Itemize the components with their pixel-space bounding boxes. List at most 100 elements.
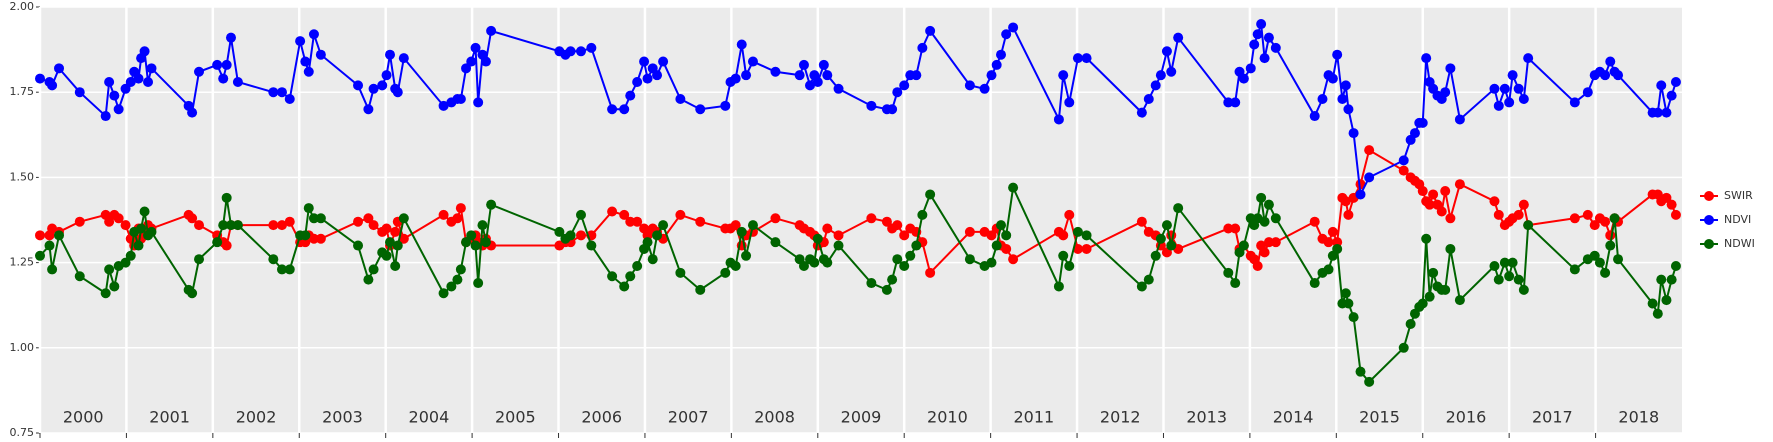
point	[1523, 220, 1534, 231]
point	[632, 261, 643, 272]
point	[695, 284, 706, 295]
point	[232, 220, 243, 231]
point	[486, 25, 497, 36]
point	[104, 76, 115, 87]
point	[991, 240, 1002, 251]
point	[1605, 56, 1616, 67]
point	[473, 278, 484, 289]
point	[1173, 32, 1184, 43]
legend-label: NDVI	[1724, 213, 1751, 226]
point	[1155, 233, 1166, 244]
point	[720, 267, 731, 278]
point	[438, 288, 449, 299]
point	[770, 66, 781, 77]
point	[887, 104, 898, 115]
point	[1332, 49, 1343, 60]
point	[1428, 189, 1439, 200]
point	[1518, 94, 1529, 105]
point	[1609, 213, 1620, 224]
point	[295, 36, 306, 47]
point	[1309, 216, 1320, 227]
point	[392, 87, 403, 98]
x-tick-label: 2018	[1618, 408, 1659, 427]
point	[194, 66, 205, 77]
point	[575, 209, 586, 220]
point	[1072, 243, 1083, 254]
point	[232, 76, 243, 87]
y-tick-label: 2.00	[10, 0, 35, 13]
point	[747, 56, 758, 67]
point	[642, 237, 653, 248]
point	[381, 250, 392, 261]
point	[1309, 278, 1320, 289]
point	[363, 274, 374, 285]
point	[1569, 264, 1580, 275]
point	[284, 94, 295, 105]
point	[917, 209, 928, 220]
point	[477, 220, 488, 231]
point	[1513, 274, 1524, 285]
point	[470, 240, 481, 251]
point	[607, 206, 618, 217]
point	[1569, 213, 1580, 224]
point	[1256, 19, 1267, 30]
point	[221, 192, 232, 203]
point	[1150, 250, 1161, 261]
point	[461, 237, 472, 248]
point	[632, 216, 643, 227]
point	[353, 216, 364, 227]
point	[639, 56, 650, 67]
y-tick-label: 1.25	[10, 256, 35, 269]
point	[455, 203, 466, 214]
point	[125, 250, 136, 261]
x-tick-label: 2010	[927, 408, 968, 427]
point	[1155, 70, 1166, 81]
point	[446, 281, 457, 292]
point	[1161, 46, 1172, 57]
point	[385, 237, 396, 248]
point	[925, 267, 936, 278]
x-tick-label: 2015	[1359, 408, 1400, 427]
point	[455, 264, 466, 275]
point	[675, 94, 686, 105]
point	[385, 49, 396, 60]
point	[809, 257, 820, 268]
point	[986, 230, 997, 241]
point	[187, 288, 198, 299]
point	[308, 233, 319, 244]
point	[1081, 53, 1092, 64]
point	[438, 209, 449, 220]
point	[47, 264, 58, 275]
point	[35, 73, 45, 84]
point	[720, 100, 731, 111]
point	[1001, 29, 1012, 40]
point	[1238, 240, 1249, 251]
point	[911, 240, 922, 251]
point	[368, 220, 379, 231]
point	[1064, 209, 1075, 220]
point	[303, 203, 314, 214]
point	[833, 83, 844, 94]
point	[866, 278, 877, 289]
point	[136, 223, 147, 234]
point	[74, 216, 85, 227]
point	[303, 66, 314, 77]
point	[1518, 284, 1529, 295]
point	[133, 73, 144, 84]
point	[619, 281, 630, 292]
point	[1661, 107, 1672, 118]
point	[466, 56, 477, 67]
x-tick-label: 2016	[1446, 408, 1487, 427]
point	[1001, 243, 1012, 254]
point	[1270, 213, 1281, 224]
point	[652, 230, 663, 241]
point	[1230, 97, 1241, 108]
point	[1166, 240, 1177, 251]
point	[1323, 237, 1334, 248]
point	[652, 70, 663, 81]
point	[1589, 250, 1600, 261]
point	[736, 226, 747, 237]
x-tick-label: 2005	[495, 408, 536, 427]
point	[925, 25, 936, 36]
